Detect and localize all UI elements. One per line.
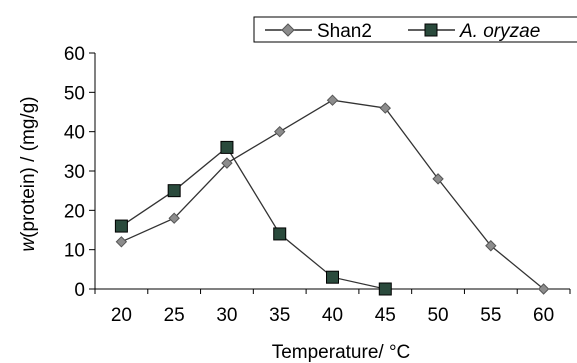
y-tick-label: 0 xyxy=(74,280,85,301)
data-point-a-oryzae xyxy=(273,227,287,241)
y-axis-label-italic: w xyxy=(18,237,39,252)
legend: Shan2 A. oryzae xyxy=(253,16,577,43)
y-tick-label: 30 xyxy=(64,162,85,183)
legend-label-a-oryzae: A. oryzae xyxy=(459,21,540,42)
x-tick-label: 55 xyxy=(480,305,501,326)
series-layer xyxy=(114,94,550,296)
y-axis-label: w(protein) / (mg/g) xyxy=(18,96,39,251)
data-point-shan2 xyxy=(537,283,550,295)
data-point-a-oryzae xyxy=(326,270,339,284)
y-tick-label: 50 xyxy=(64,83,85,104)
x-tick-label: 60 xyxy=(533,305,554,326)
y-tick-label: 40 xyxy=(64,123,85,144)
series-line-a-oryzae xyxy=(121,146,386,290)
legend-label-shan2: Shan2 xyxy=(317,21,372,42)
legend-item-a-oryzae: A. oryzae xyxy=(408,21,540,42)
x-tick-label: 25 xyxy=(164,305,185,326)
data-point-a-oryzae xyxy=(167,184,181,198)
data-point-shan2 xyxy=(379,102,391,114)
y-tick-label: 10 xyxy=(64,241,85,262)
ticks: 0 10 20 30 40 50 60 20 25 30 35 40 45 50 55 60 xyxy=(64,44,571,326)
y-axis-label-rest: (protein) / (mg/g) xyxy=(18,96,39,237)
legend-marker-shan2 xyxy=(281,23,295,37)
x-tick-label: 50 xyxy=(427,305,448,326)
data-point-shan2 xyxy=(168,212,180,224)
data-point-a-oryzae xyxy=(378,282,392,296)
x-tick-label: 30 xyxy=(216,305,237,326)
legend-marker-a-oryzae xyxy=(424,23,438,37)
data-point-a-oryzae xyxy=(220,140,234,154)
legend-item-shan2: Shan2 xyxy=(265,21,372,42)
y-tick-label: 60 xyxy=(64,44,85,65)
data-point-shan2 xyxy=(485,240,497,252)
series-line-shan2 xyxy=(121,99,545,290)
data-point-a-oryzae xyxy=(114,219,128,233)
data-point-shan2 xyxy=(274,125,286,138)
x-tick-label: 45 xyxy=(375,305,396,326)
axes xyxy=(94,53,570,290)
y-tick-label: 20 xyxy=(64,201,85,222)
data-point-shan2 xyxy=(115,236,128,248)
x-axis-label: Temperature/ °C xyxy=(272,342,411,363)
data-point-shan2 xyxy=(221,157,233,169)
x-tick-label: 40 xyxy=(322,305,343,326)
data-point-shan2 xyxy=(432,173,444,185)
data-point-shan2 xyxy=(326,94,339,106)
x-tick-label: 20 xyxy=(111,305,132,326)
x-tick-label: 35 xyxy=(269,305,290,326)
